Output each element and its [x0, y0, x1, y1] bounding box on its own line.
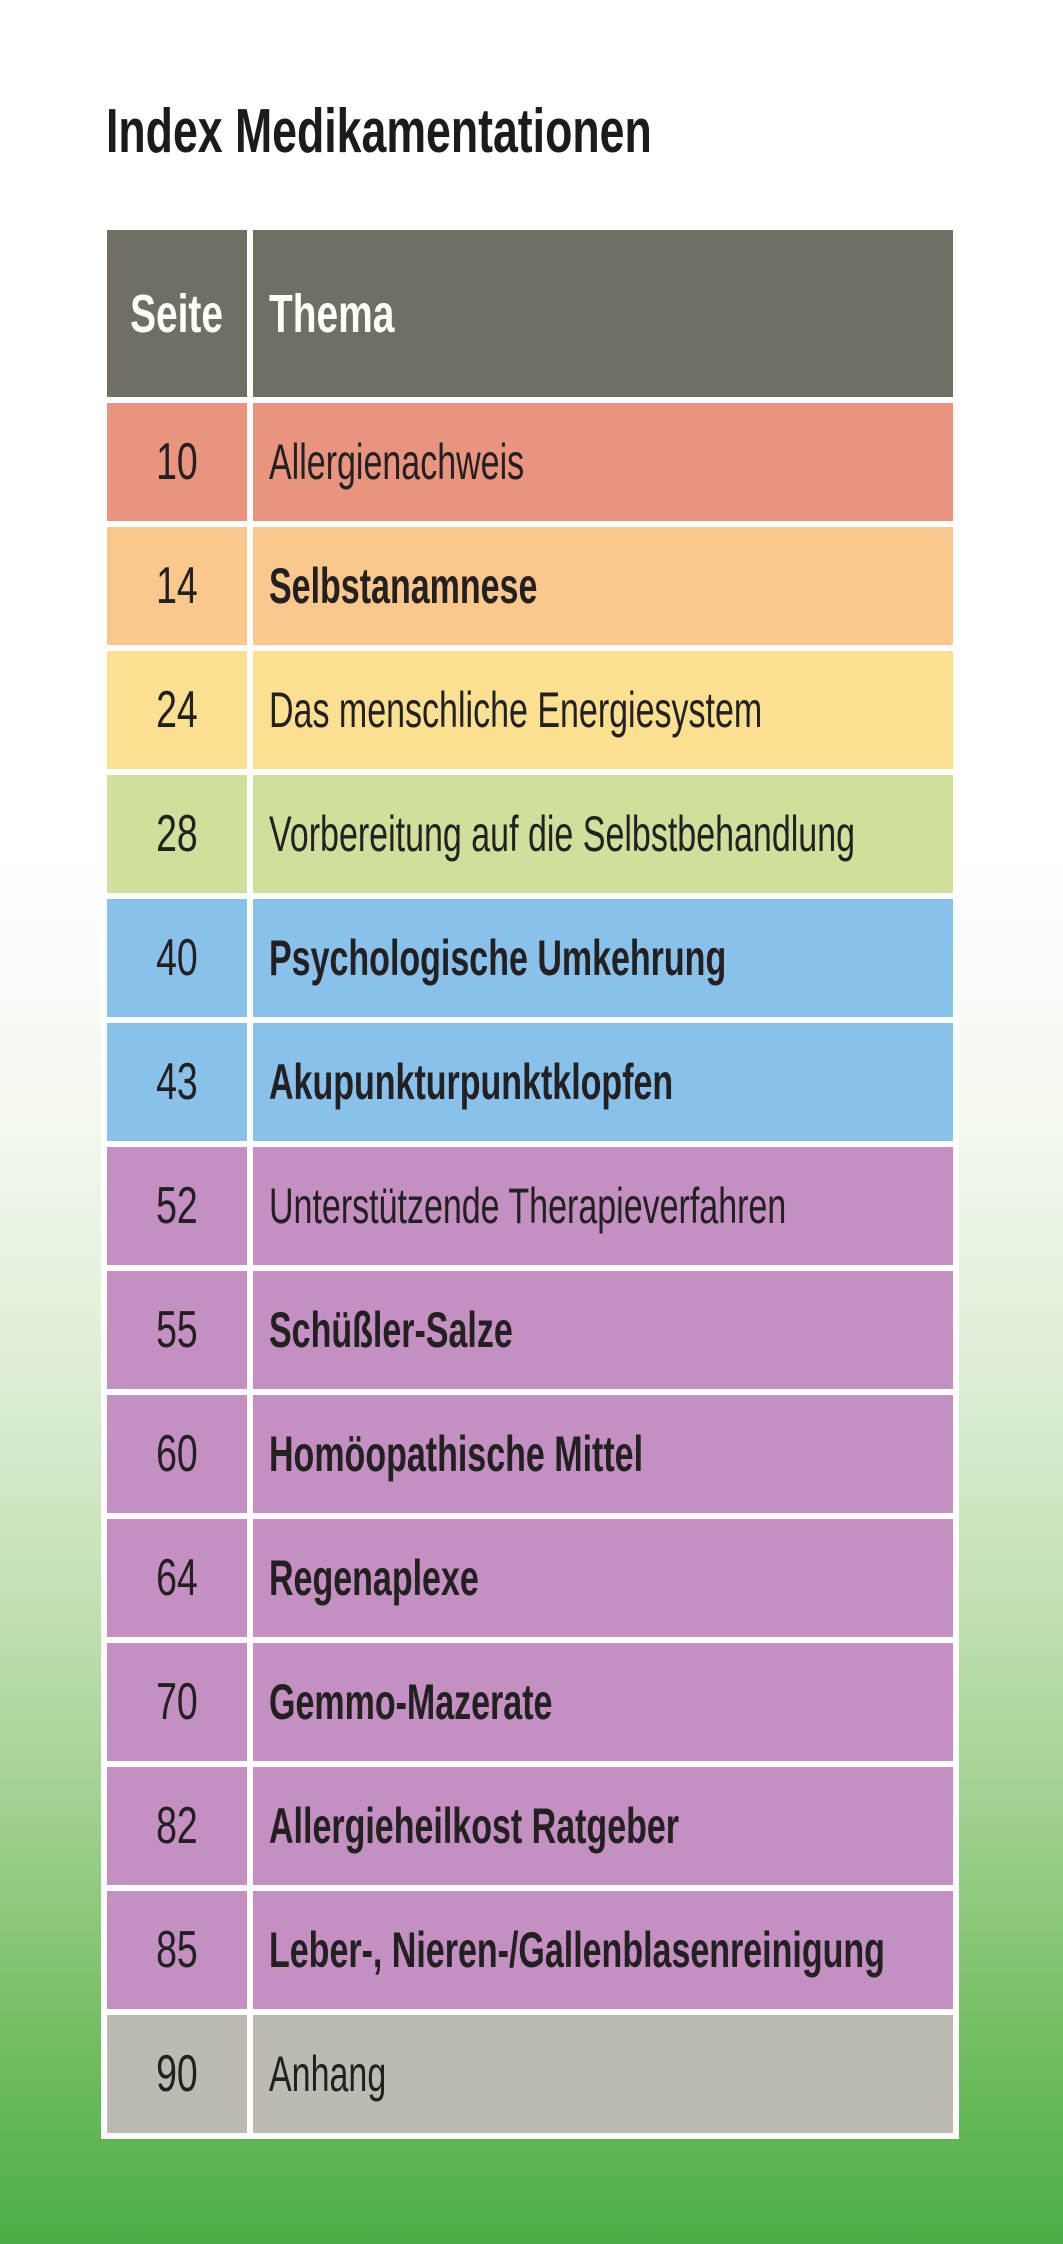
table-row: 55 Schüßler-Salze [107, 1271, 953, 1389]
page-number: 14 [156, 557, 198, 615]
topic-cell: Schüßler-Salze [253, 1271, 953, 1389]
table-row: 28 Vorbereitung auf die Selbstbehandlung [107, 775, 953, 893]
page-number-cell: 10 [107, 403, 247, 521]
table-row: 10 Allergienachweis [107, 403, 953, 521]
column-header-seite: Seite [107, 230, 247, 397]
topic-cell: Unterstützende Therapieverfahren [253, 1147, 953, 1265]
table-row: 64 Regenaplexe [107, 1519, 953, 1637]
topic-label: Schüßler-Salze [269, 1302, 513, 1358]
table-row: 70 Gemmo-Mazerate [107, 1643, 953, 1761]
page-number-cell: 24 [107, 651, 247, 769]
topic-cell: Anhang [253, 2015, 953, 2133]
page-title: Index Medikamentationen [106, 101, 864, 163]
topic-label: Das menschliche Energiesystem [269, 682, 763, 738]
topic-cell: Gemmo-Mazerate [253, 1643, 953, 1761]
column-header-thema-label: Thema [269, 283, 395, 344]
topic-cell: Vorbereitung auf die Selbstbehandlung [253, 775, 953, 893]
page-number-cell: 52 [107, 1147, 247, 1265]
topic-cell: Homöopathische Mittel [253, 1395, 953, 1513]
page-number-cell: 14 [107, 527, 247, 645]
topic-label: Vorbereitung auf die Selbstbehandlung [269, 806, 856, 862]
page-number: 85 [156, 1921, 198, 1979]
topic-label: Selbstanamnese [269, 558, 538, 614]
topic-cell: Psychologische Umkehrung [253, 899, 953, 1017]
table-row: 60 Homöopathische Mittel [107, 1395, 953, 1513]
topic-label: Psychologische Umkehrung [269, 930, 727, 986]
index-table: Seite Thema 10 Allergienachweis 14 Selbs… [101, 224, 959, 2139]
topic-label: Allergieheilkost Ratgeber [269, 1798, 680, 1854]
page-number: 43 [156, 1053, 198, 1111]
page-number: 28 [156, 805, 198, 863]
table-row: 24 Das menschliche Energiesystem [107, 651, 953, 769]
topic-cell: Allergienachweis [253, 403, 953, 521]
topic-cell: Das menschliche Energiesystem [253, 651, 953, 769]
page-number-cell: 82 [107, 1767, 247, 1885]
table-row: 82 Allergieheilkost Ratgeber [107, 1767, 953, 1885]
topic-cell: Selbstanamnese [253, 527, 953, 645]
page-number-cell: 60 [107, 1395, 247, 1513]
page-number-cell: 40 [107, 899, 247, 1017]
table-row: 85 Leber-, Nieren-/Gallenblasenreinigung [107, 1891, 953, 2009]
topic-label: Leber-, Nieren-/Gallenblasenreinigung [269, 1922, 885, 1978]
page-number: 24 [156, 681, 198, 739]
topic-cell: Regenaplexe [253, 1519, 953, 1637]
page-number-cell: 43 [107, 1023, 247, 1141]
page-number: 82 [156, 1797, 198, 1855]
topic-label: Anhang [269, 2046, 387, 2102]
page-number: 90 [156, 2045, 198, 2103]
page-number-cell: 85 [107, 1891, 247, 2009]
topic-cell: Akupunkturpunktklopfen [253, 1023, 953, 1141]
table-row: 40 Psychologische Umkehrung [107, 899, 953, 1017]
topic-label: Gemmo-Mazerate [269, 1674, 553, 1730]
page-number: 70 [156, 1673, 198, 1731]
page-number: 52 [156, 1177, 198, 1235]
page-number-cell: 28 [107, 775, 247, 893]
page-title-text: Index Medikamentationen [106, 97, 652, 166]
table-row: 43 Akupunkturpunktklopfen [107, 1023, 953, 1141]
table-body: 10 Allergienachweis 14 Selbstanamnese 24… [107, 403, 953, 2133]
table-row: 14 Selbstanamnese [107, 527, 953, 645]
page-number: 10 [156, 433, 198, 491]
topic-cell: Allergieheilkost Ratgeber [253, 1767, 953, 1885]
topic-label: Allergienachweis [269, 434, 525, 490]
table-row: 90 Anhang [107, 2015, 953, 2133]
topic-label: Unterstützende Therapieverfahren [269, 1178, 787, 1234]
topic-label: Homöopathische Mittel [269, 1426, 644, 1482]
page-number-cell: 90 [107, 2015, 247, 2133]
page-number-cell: 64 [107, 1519, 247, 1637]
column-header-seite-label: Seite [130, 283, 224, 344]
page-number: 60 [156, 1425, 198, 1483]
page-number: 55 [156, 1301, 198, 1359]
page-number-cell: 70 [107, 1643, 247, 1761]
table-row: 52 Unterstützende Therapieverfahren [107, 1147, 953, 1265]
page-number: 40 [156, 929, 198, 987]
page-number-cell: 55 [107, 1271, 247, 1389]
topic-label: Regenaplexe [269, 1550, 479, 1606]
topic-cell: Leber-, Nieren-/Gallenblasenreinigung [253, 1891, 953, 2009]
topic-label: Akupunkturpunktklopfen [269, 1054, 674, 1110]
page-number: 64 [156, 1549, 198, 1607]
column-header-thema: Thema [253, 230, 953, 397]
table-header-row: Seite Thema [107, 230, 953, 397]
